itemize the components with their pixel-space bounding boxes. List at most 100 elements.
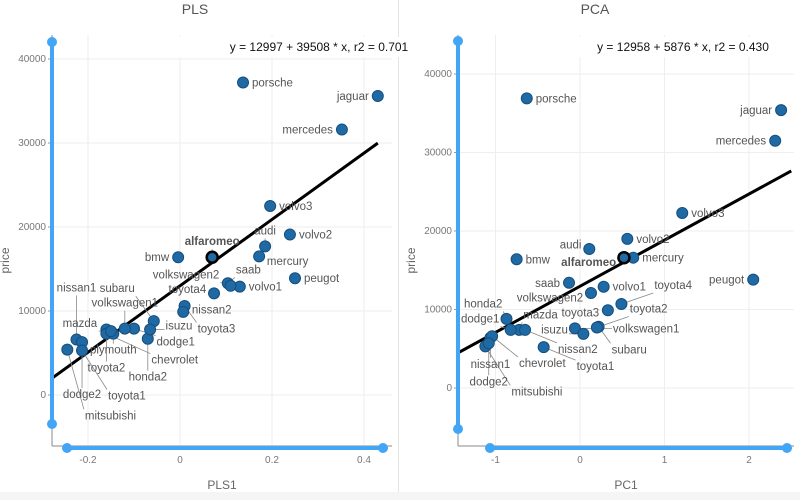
- point-label: honda2: [464, 298, 502, 310]
- data-point-toyota1[interactable]: [537, 341, 550, 354]
- data-point-mercury[interactable]: [253, 250, 266, 263]
- data-point-toyota3[interactable]: [601, 304, 614, 317]
- data-point-audi[interactable]: [259, 240, 272, 253]
- y-tick-label: 40000: [424, 69, 452, 80]
- data-point-isuzu[interactable]: [577, 327, 590, 340]
- data-point-isuzu[interactable]: [144, 323, 157, 336]
- point-label: saab: [236, 264, 261, 276]
- point-label: toyota4: [169, 284, 207, 296]
- data-point-nissan2[interactable]: [519, 323, 532, 336]
- y-slider-handle-bottom[interactable]: [453, 424, 463, 434]
- point-label: nissan1: [471, 359, 511, 371]
- point-label: porsche: [252, 78, 293, 90]
- y-slider-handle-bottom[interactable]: [47, 419, 57, 429]
- x-slider-handle-right[interactable]: [378, 443, 388, 453]
- data-point-toyota2[interactable]: [590, 321, 603, 334]
- data-point-peugot[interactable]: [289, 272, 301, 285]
- point-label: toyota3: [561, 308, 599, 320]
- data-point-volvo2[interactable]: [621, 232, 634, 245]
- data-point-porsche[interactable]: [237, 76, 250, 89]
- y-tick-label: 30000: [424, 148, 452, 159]
- point-label: volkswagen2: [153, 269, 219, 281]
- data-point-volvo3[interactable]: [676, 206, 689, 219]
- data-point-toyota1[interactable]: [76, 344, 89, 357]
- point-label: toyota2: [630, 304, 668, 316]
- data-point-volkswagen1[interactable]: [118, 322, 131, 335]
- data-point-mercedes[interactable]: [769, 134, 782, 147]
- y-tick-label: 10000: [18, 306, 46, 317]
- point-label: volvo1: [613, 282, 646, 294]
- x-tick-label: 1: [662, 455, 668, 466]
- data-point-saab[interactable]: [563, 276, 576, 289]
- regression-equation: y = 12958 + 5876 * x, r2 = 0.430: [597, 40, 769, 54]
- point-label: bmw: [145, 252, 170, 264]
- x-slider-handle-right[interactable]: [782, 443, 792, 453]
- data-point-toyota4[interactable]: [615, 298, 628, 311]
- data-point-dodge2[interactable]: [482, 337, 495, 350]
- label-leader-line: [66, 349, 85, 410]
- point-label: mercury: [642, 253, 684, 265]
- x-slider-handle-left[interactable]: [62, 443, 72, 453]
- data-point-nissan2[interactable]: [177, 305, 190, 318]
- data-point-honda2[interactable]: [500, 312, 513, 325]
- data-point-mitsubishi[interactable]: [61, 343, 74, 356]
- data-point-toyota4[interactable]: [208, 287, 221, 300]
- point-label: mazda: [63, 318, 98, 330]
- y-tick-label: 0: [446, 383, 452, 394]
- data-point-alfaromeo[interactable]: [617, 250, 631, 265]
- x-tick-label: 0.2: [265, 455, 279, 466]
- data-point-bmw[interactable]: [172, 251, 185, 264]
- y-slider-handle-top[interactable]: [453, 36, 463, 46]
- data-point-volvo3[interactable]: [264, 200, 277, 212]
- x-tick-label: 0: [177, 455, 183, 466]
- equation-bg: [533, 37, 800, 57]
- point-label: peugot: [304, 273, 340, 285]
- data-point-volkswagen2[interactable]: [224, 279, 237, 292]
- point-label: mercedes: [282, 125, 333, 137]
- point-label: volvo2: [299, 230, 332, 242]
- point-label: bmw: [526, 254, 551, 266]
- point-label: toyota4: [654, 280, 692, 292]
- point-label: jaguar: [739, 105, 772, 117]
- x-tick-label: -0.2: [79, 455, 97, 466]
- data-point-audi[interactable]: [583, 243, 596, 256]
- data-point-volvo2[interactable]: [283, 228, 296, 241]
- point-label: chevrolet: [151, 355, 198, 367]
- y-axis-label: price: [0, 247, 12, 273]
- data-point-volkswagen1[interactable]: [568, 322, 581, 335]
- data-point-volvo1[interactable]: [597, 280, 610, 293]
- x-tick-label: 2: [746, 455, 752, 466]
- point-label: toyota2: [88, 362, 126, 374]
- data-point-jaguar[interactable]: [371, 89, 384, 102]
- data-point-bmw[interactable]: [510, 253, 523, 266]
- x-tick-label: 0: [577, 455, 583, 466]
- point-label: mitsubishi: [85, 410, 136, 422]
- data-point-mercedes[interactable]: [335, 123, 348, 136]
- point-label: subaru: [100, 283, 135, 295]
- y-axis-label: price: [404, 247, 418, 273]
- point-label: alfaromeo: [185, 236, 240, 248]
- data-point-dodge1[interactable]: [504, 323, 517, 336]
- data-point-volkswagen2[interactable]: [584, 287, 597, 300]
- point-label: volkswagen2: [517, 293, 583, 305]
- point-label: mazda: [523, 309, 558, 321]
- point-label: volkswagen1: [92, 298, 158, 310]
- x-axis-label: PC1: [614, 478, 638, 492]
- data-point-peugot[interactable]: [747, 273, 760, 286]
- point-label: toyota3: [198, 323, 236, 335]
- data-point-porsche[interactable]: [520, 92, 533, 105]
- point-label: isuzu: [166, 320, 193, 332]
- data-point-alfaromeo[interactable]: [205, 250, 219, 264]
- y-slider-handle-top[interactable]: [47, 37, 57, 47]
- x-axis-label: PLS1: [207, 478, 237, 492]
- point-label: isuzu: [541, 325, 568, 337]
- label-leader-line: [81, 350, 108, 390]
- point-label: chevrolet: [519, 358, 566, 370]
- point-label: audi: [560, 240, 582, 252]
- point-label: plymouth: [90, 345, 137, 357]
- x-slider-handle-left[interactable]: [485, 443, 495, 453]
- point-label: peugot: [709, 275, 745, 287]
- data-point-jaguar[interactable]: [775, 104, 788, 117]
- data-point-mazda[interactable]: [105, 325, 117, 338]
- points-layer: [479, 92, 788, 354]
